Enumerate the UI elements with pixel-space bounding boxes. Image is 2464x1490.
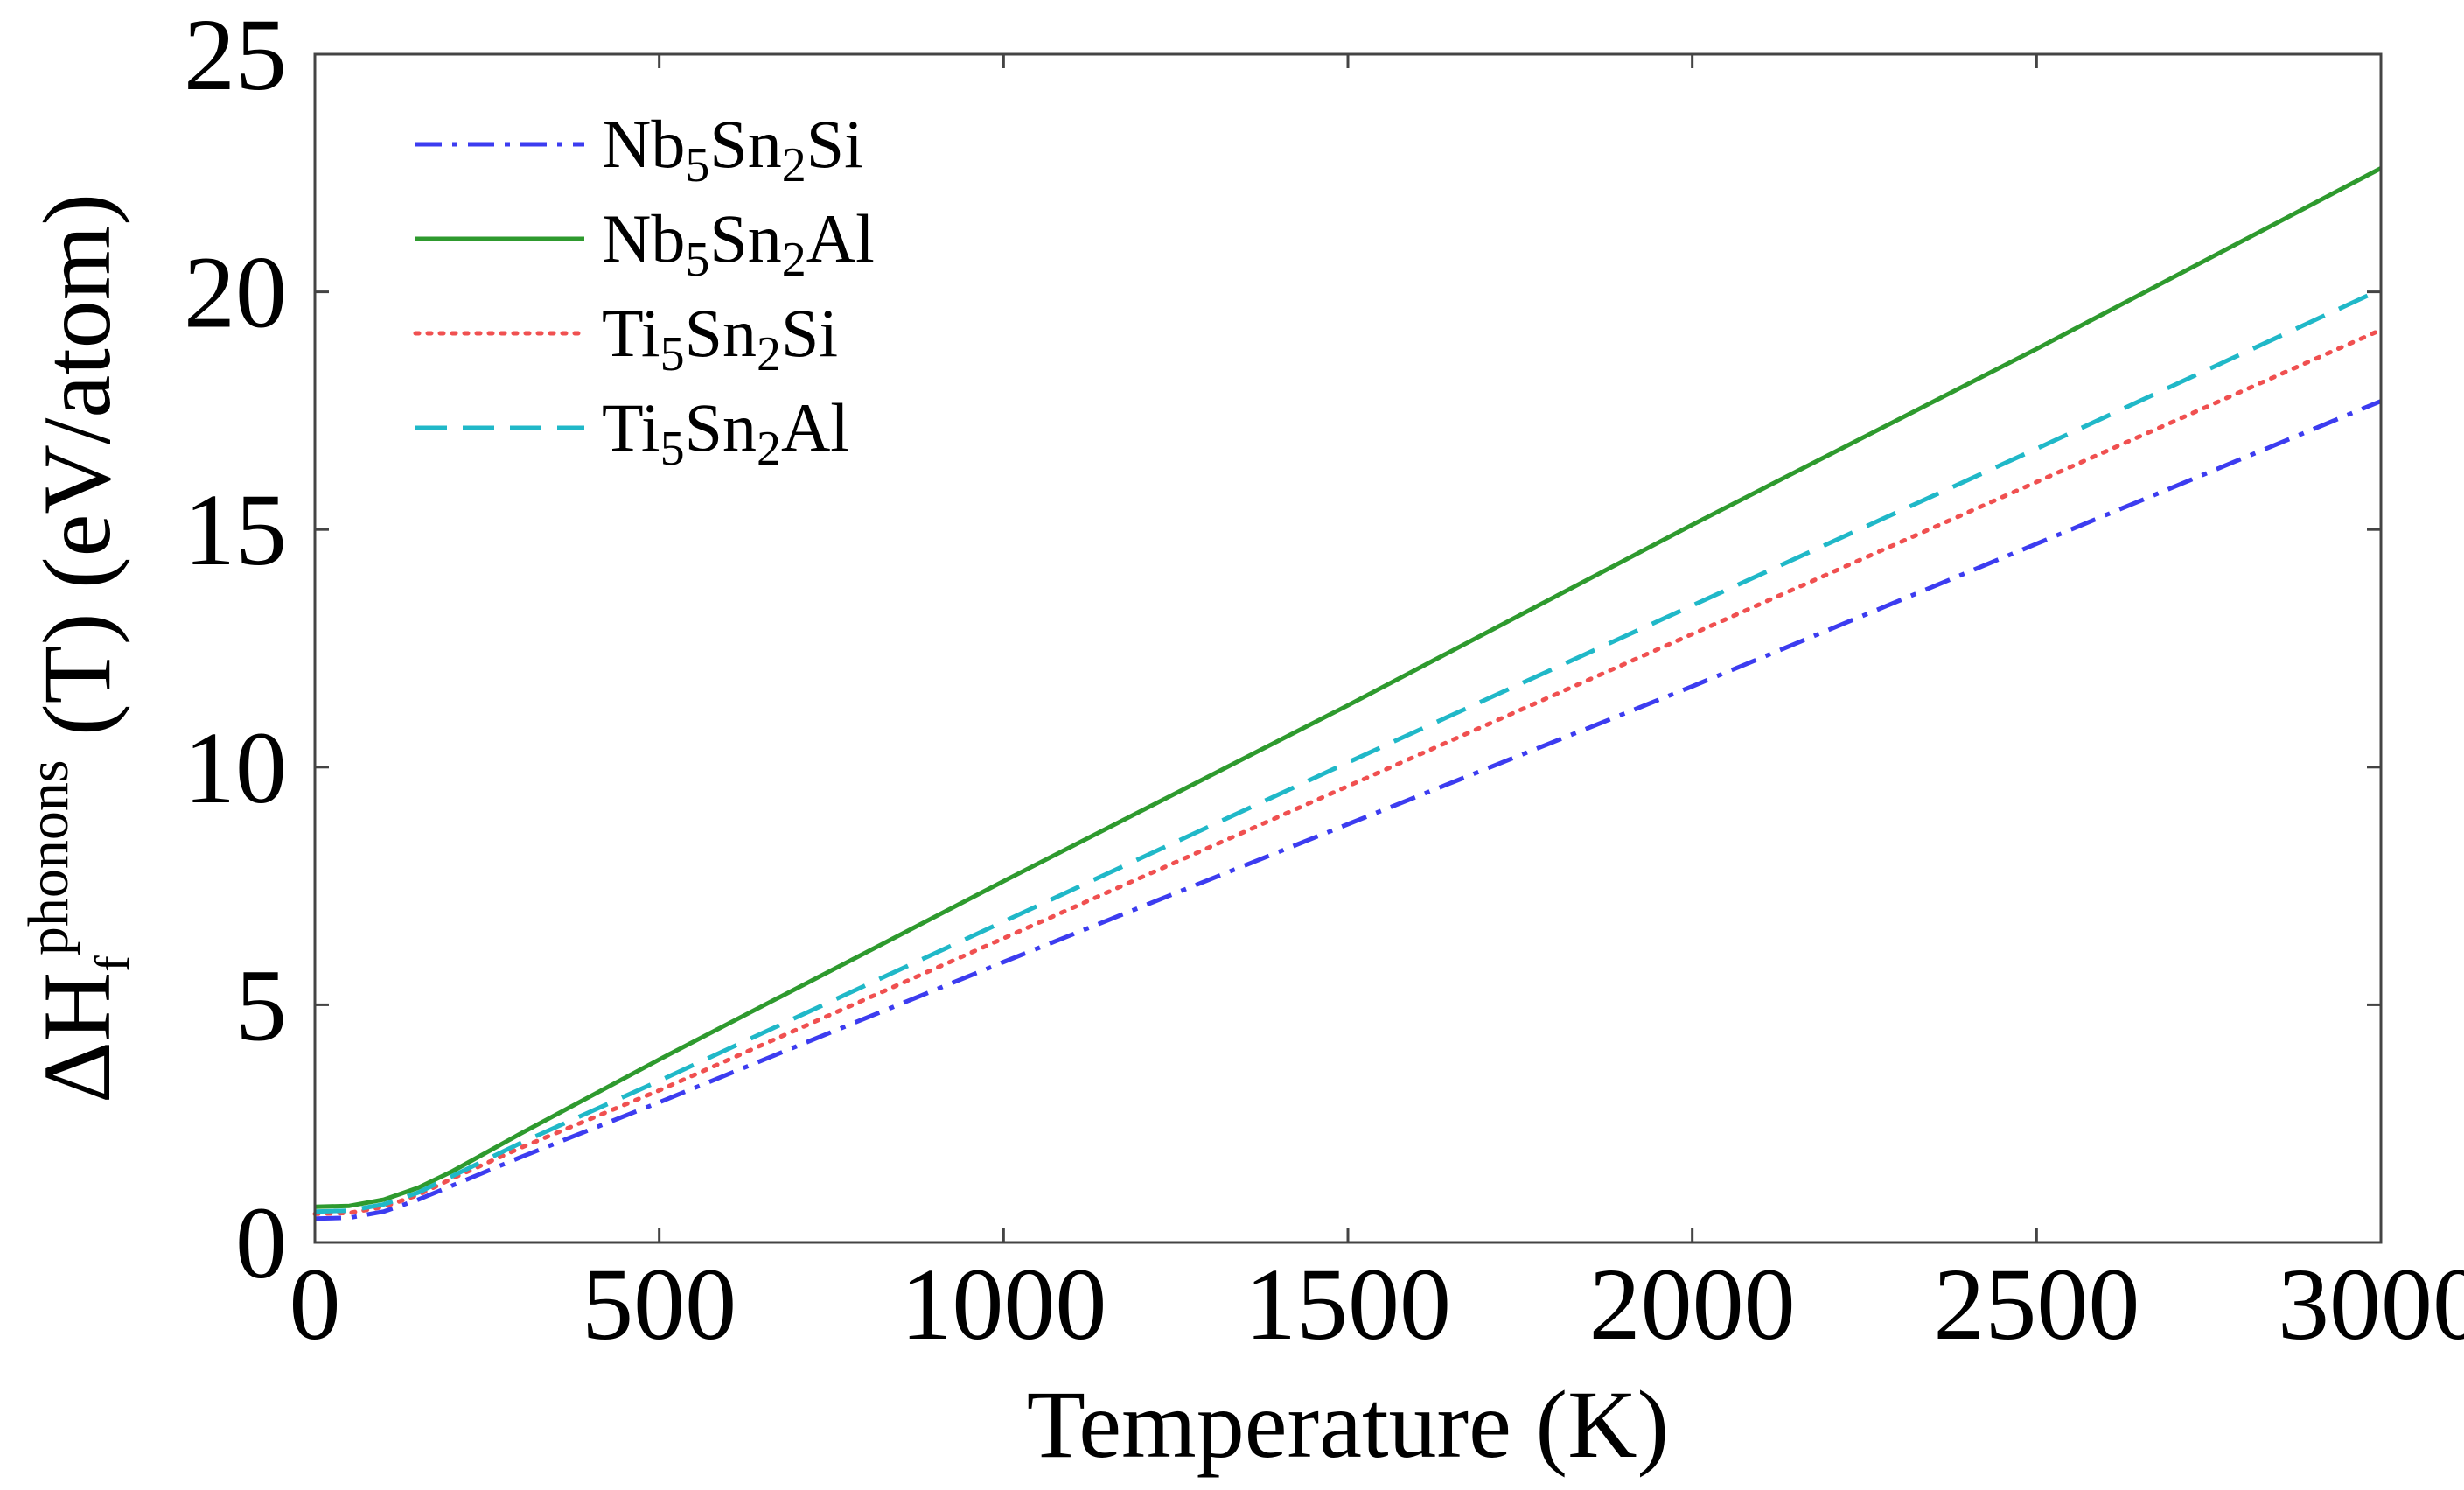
legend-label: Ti5Sn2Al (602, 389, 849, 476)
x-tick-label: 1500 (1245, 1247, 1451, 1361)
series-line-nb5sn2al (314, 166, 2383, 1209)
y-axis-title-sub: f (86, 955, 140, 972)
y-tick-label: 25 (184, 0, 287, 112)
legend-label: Nb5Sn2Si (602, 106, 863, 192)
legend-label: Nb5Sn2Al (602, 200, 875, 287)
x-axis-title: Temperature (K) (1027, 1371, 1669, 1478)
y-tick-label: 10 (184, 710, 287, 825)
y-tick-label: 5 (235, 948, 287, 1062)
legend-label: Ti5Sn2Si (602, 295, 838, 381)
legend-item-ti5sn2al: Ti5Sn2Al (415, 389, 849, 476)
axis-ticks: 0 500 1000 1500 2000 2500 3000 0 5 10 15 20 25 (184, 0, 2464, 1361)
x-tick-label: 2000 (1589, 1247, 1796, 1361)
y-axis-title-suffix: (T) (eV/atom) (24, 193, 130, 760)
x-tick-label: 500 (582, 1247, 736, 1361)
legend-item-ti5sn2si: Ti5Sn2Si (413, 295, 838, 381)
legend-item-nb5sn2si: Nb5Sn2Si (415, 106, 863, 192)
legend-item-nb5sn2al: Nb5Sn2Al (415, 200, 875, 287)
y-tick-label: 0 (235, 1186, 287, 1300)
series-line-ti5sn2al (314, 287, 2383, 1214)
y-axis-title-sup: phonons (17, 759, 80, 955)
y-axis-title-prefix: ΔH (24, 972, 130, 1103)
y-tick-label: 20 (184, 235, 287, 350)
series-line-nb5sn2si (314, 399, 2382, 1221)
y-tick-label: 15 (184, 472, 287, 587)
series-lines (312, 166, 2384, 1221)
x-tick-label: 3000 (2278, 1247, 2464, 1361)
x-tick-label: 1000 (900, 1247, 1106, 1361)
series-line-ti5sn2si (312, 327, 2384, 1216)
x-tick-label: 0 (290, 1247, 341, 1361)
plot-frame (313, 52, 2383, 1244)
x-tick-label: 2500 (1933, 1247, 2139, 1361)
y-axis-title: ΔHf phonons (T) (eV/atom) (17, 193, 140, 1103)
